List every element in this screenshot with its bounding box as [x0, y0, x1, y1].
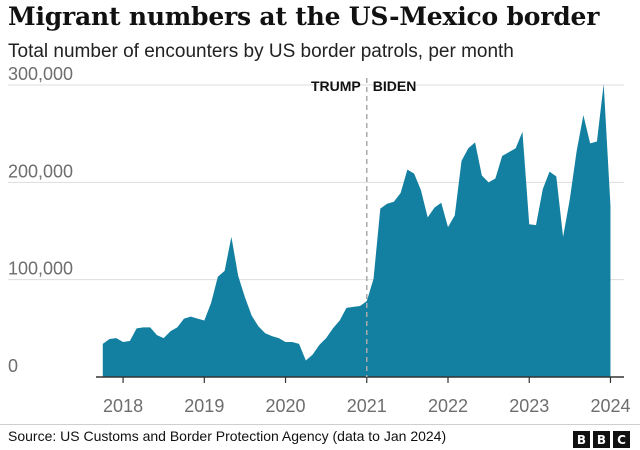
chart-title: Migrant numbers at the US-Mexico border	[8, 2, 600, 31]
y-tick-label: 100,000	[8, 259, 73, 279]
series-area-layer	[102, 84, 611, 377]
biden-label: BIDEN	[373, 78, 417, 94]
x-axis-tick-labels: 2018 2019 2020 2021 2022 2023 2024	[103, 377, 630, 416]
chart-subtitle: Total number of encounters by US border …	[8, 41, 514, 62]
logo-letter-c: C	[613, 431, 630, 448]
y-tick-label: 0	[8, 356, 18, 376]
x-tick-label: 2020	[266, 396, 306, 416]
y-tick-label: 300,000	[8, 64, 73, 84]
trump-label: TRUMP	[311, 78, 361, 94]
x-tick-label: 2019	[184, 396, 224, 416]
y-tick-label: 200,000	[8, 161, 73, 181]
encounters-area	[102, 84, 611, 377]
footer-divider	[0, 424, 640, 425]
x-tick-label: 2021	[347, 396, 387, 416]
bbc-logo: B B C	[573, 431, 630, 448]
y-axis-tick-labels: 0 100,000 200,000 300,000	[8, 64, 73, 376]
x-tick-label: 2018	[103, 396, 143, 416]
source-note: Source: US Customs and Border Protection…	[8, 428, 447, 444]
logo-letter-b1: B	[573, 431, 590, 448]
x-tick-label: 2023	[509, 396, 549, 416]
x-tick-label: 2024	[590, 396, 630, 416]
logo-letter-b2: B	[593, 431, 610, 448]
x-tick-label: 2022	[428, 396, 468, 416]
